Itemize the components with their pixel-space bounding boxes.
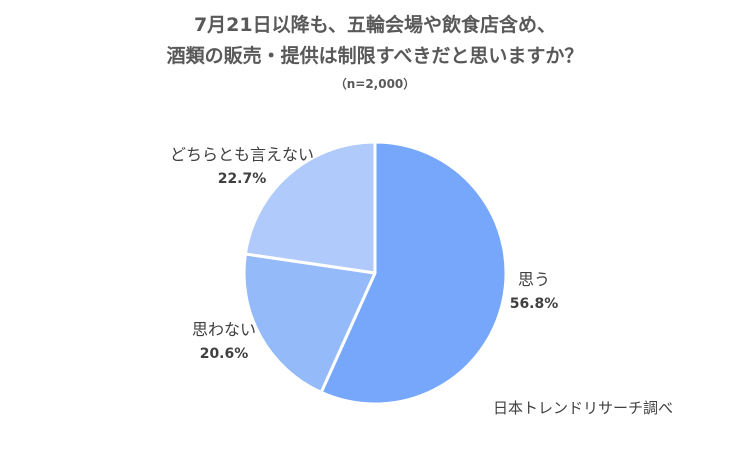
slice-value-label-2: 20.6%: [200, 346, 249, 362]
pie-slice-3: [243, 140, 377, 275]
slice-label-3: どちらとも言えない: [170, 145, 314, 164]
slice-label-1: 思う: [518, 270, 550, 289]
slice-value-label-3: 22.7%: [218, 171, 267, 187]
slice-label-2: 思わない: [192, 320, 256, 339]
source-note: 日本トレンドリサーチ調べ: [493, 399, 674, 417]
slice-value-label-1: 56.8%: [510, 296, 559, 312]
chart-title-line-2: 酒類の販売・提供は制限すべきだと思いますか？: [166, 45, 584, 67]
chart-title-line-1: 7月21日以降も、五輪会場や飲食店含め、: [193, 14, 557, 36]
pie-slice-2: [242, 252, 377, 394]
pie-slice-1: [319, 140, 508, 406]
chart-subtitle: （n=2,000）: [334, 77, 416, 91]
